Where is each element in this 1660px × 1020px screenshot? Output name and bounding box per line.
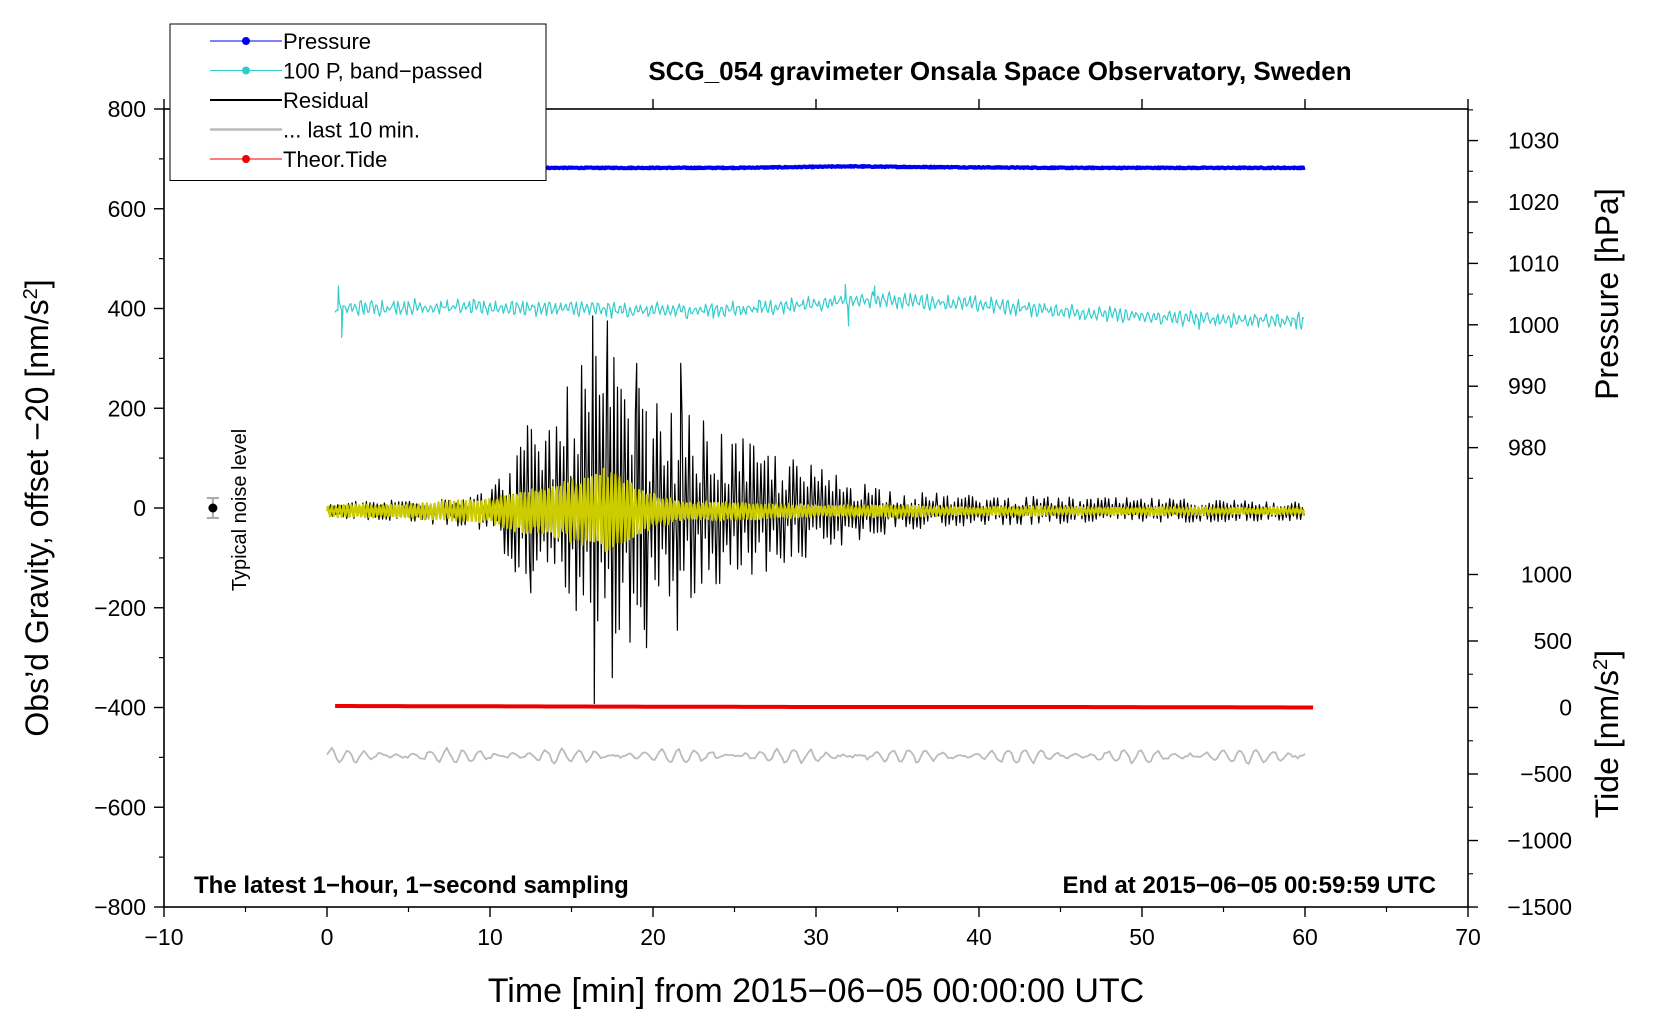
x-tick-label: 30 bbox=[803, 924, 829, 950]
annotation-sampling: The latest 1−hour, 1−second sampling bbox=[194, 872, 629, 899]
x-axis-label: Time [min] from 2015−06−05 00:00:00 UTC bbox=[488, 972, 1144, 1010]
tide-axis-label-sup: 2 bbox=[1590, 659, 1612, 670]
legend-marker bbox=[242, 66, 250, 75]
y-tick-label: −400 bbox=[94, 695, 146, 721]
axes-layer: −10 0 10 20 30 40 50 60 70−800−600−400−200020040… bbox=[19, 96, 1625, 950]
x-tick-label: 50 bbox=[1129, 924, 1155, 950]
y-axis-label: Obs’d Gravity, offset −20 [nm/s2] bbox=[19, 279, 55, 736]
x-tick-label: 10 bbox=[477, 924, 503, 950]
tide-axis-label-end: ] bbox=[1589, 650, 1625, 659]
y-tick-label: −600 bbox=[94, 794, 146, 820]
legend-label: Residual bbox=[283, 88, 369, 113]
legend-box bbox=[169, 23, 547, 181]
tide-tick-label: −1500 bbox=[1507, 894, 1572, 920]
legend: Pressure 100 P, band−passed Residual ... la… bbox=[169, 23, 547, 181]
y-tick-label: −800 bbox=[94, 894, 146, 920]
y-tick-label: 200 bbox=[108, 395, 146, 421]
tide-tick-label: 500 bbox=[1534, 628, 1572, 654]
legend-marker bbox=[242, 37, 250, 45]
tide-tick-label: −500 bbox=[1520, 761, 1572, 787]
tide-axis-label-main: Tide [nm/s bbox=[1589, 670, 1625, 818]
tide-tick-label: −1000 bbox=[1507, 828, 1572, 854]
pressure-tick-label: 980 bbox=[1508, 435, 1546, 461]
pressure-tick-label: 990 bbox=[1508, 373, 1546, 399]
y-tick-label: 400 bbox=[108, 296, 146, 322]
x-tick-label: −10 bbox=[144, 924, 183, 950]
pressure-tick-label: 1020 bbox=[1508, 189, 1559, 215]
y-tick-label: 0 bbox=[133, 495, 146, 521]
pressure-axis-label: Pressure [hPa] bbox=[1589, 188, 1625, 400]
legend-label: 100 P, band−passed bbox=[283, 59, 483, 84]
legend-label: ... last 10 min. bbox=[283, 118, 420, 143]
y-tick-label: 800 bbox=[108, 96, 146, 122]
x-tick-label: 60 bbox=[1292, 924, 1318, 950]
legend-label: Pressure bbox=[283, 29, 371, 54]
pressure-bandpassed-series bbox=[334, 284, 1305, 338]
y-axis-label-sup: 2 bbox=[20, 288, 42, 299]
tide-axis-label: Tide [nm/s2] bbox=[1589, 650, 1625, 818]
pressure-tick-label: 1000 bbox=[1508, 312, 1559, 338]
last-10-min-series bbox=[326, 746, 1306, 765]
legend-label: Theor.Tide bbox=[283, 147, 387, 172]
residual-filtered-series bbox=[325, 467, 1306, 553]
tide-tick-label: 1000 bbox=[1521, 561, 1572, 587]
chart-title: SCG_054 gravimeter Onsala Space Observat… bbox=[648, 56, 1351, 86]
x-tick-label: 0 bbox=[321, 924, 334, 950]
legend-marker bbox=[242, 155, 250, 163]
series-layer bbox=[206, 163, 1314, 765]
y-axis-label-main: Obs’d Gravity, offset −20 [nm/s bbox=[19, 299, 55, 736]
noise-marker bbox=[208, 503, 218, 513]
tide-tick-label: 0 bbox=[1559, 695, 1572, 721]
annotation-end-time: End at 2015−06−05 00:59:59 UTC bbox=[1062, 872, 1436, 899]
x-tick-label: 70 bbox=[1455, 924, 1481, 950]
y-axis-label-end: ] bbox=[19, 279, 55, 288]
x-tick-label: 40 bbox=[966, 924, 992, 950]
noise-level-label: Typical noise level bbox=[229, 429, 251, 591]
y-tick-label: 600 bbox=[108, 196, 146, 222]
y-tick-label: −200 bbox=[94, 595, 146, 621]
pressure-tick-label: 1030 bbox=[1508, 128, 1559, 154]
theor-tide-series bbox=[335, 704, 1314, 710]
x-tick-label: 20 bbox=[640, 924, 666, 950]
pressure-tick-label: 1010 bbox=[1508, 250, 1559, 276]
